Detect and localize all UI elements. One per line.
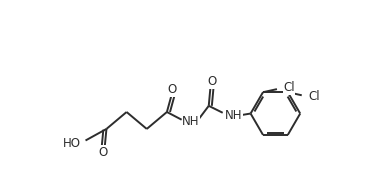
Text: O: O (207, 75, 216, 88)
Text: Cl: Cl (283, 81, 295, 94)
Text: O: O (99, 146, 108, 159)
Text: NH: NH (182, 115, 200, 128)
Text: Cl: Cl (308, 90, 319, 103)
Text: NH: NH (225, 108, 242, 122)
Text: O: O (168, 83, 177, 96)
Text: HO: HO (63, 137, 81, 150)
